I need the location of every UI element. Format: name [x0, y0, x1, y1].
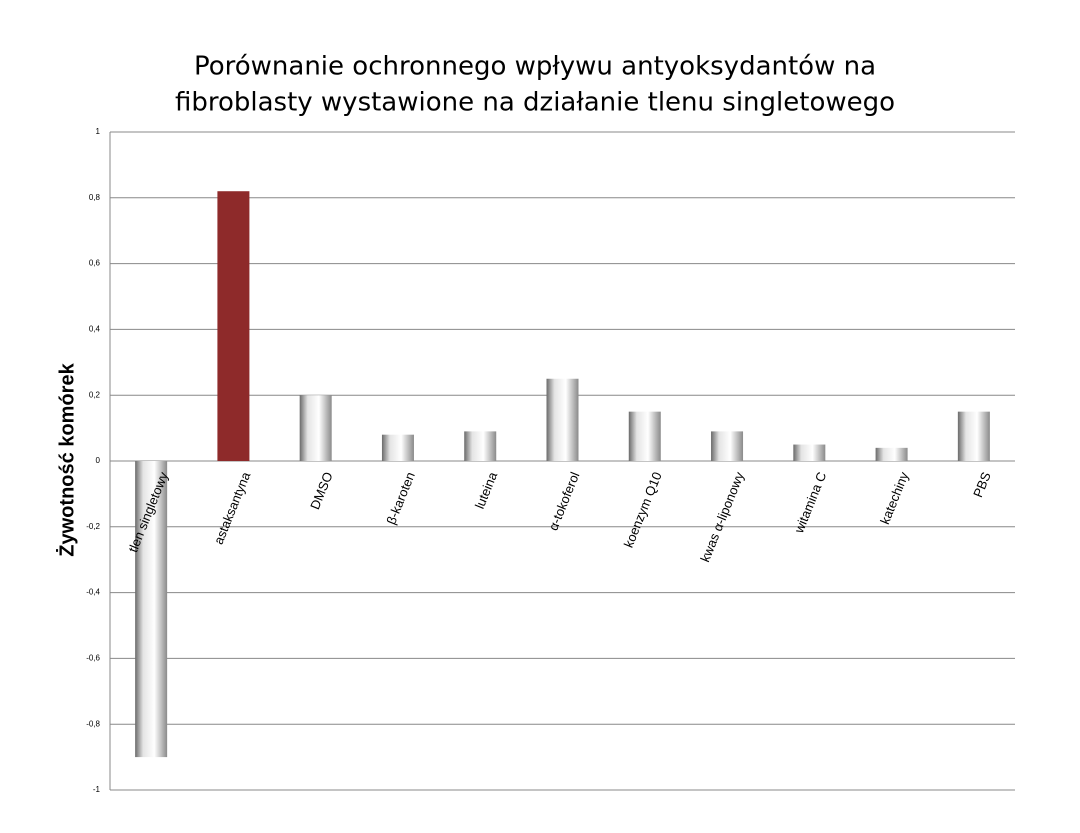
bar — [464, 431, 497, 461]
x-tick-label: α-tokoferol — [545, 470, 582, 533]
chart-title-line: Porównanie ochronnego wpływu antyoksydan… — [194, 52, 876, 82]
x-tick-label: astaksantyna — [211, 469, 254, 546]
x-tick-label: kwas α-liponowy — [697, 469, 747, 564]
bar — [135, 461, 168, 758]
bar — [628, 411, 661, 461]
x-tick-label: PBS — [970, 469, 994, 499]
bar — [381, 434, 414, 461]
y-tick-label: -0,8 — [86, 719, 100, 728]
bar — [875, 447, 908, 461]
y-tick-label: 0,4 — [89, 325, 101, 334]
y-tick-label: -0,4 — [86, 588, 100, 597]
y-axis-label: Żywotność komórek — [55, 362, 78, 556]
y-tick-label: 0,6 — [89, 259, 101, 268]
bar — [711, 431, 744, 461]
y-tick-label: 1 — [96, 127, 101, 136]
y-tick-label: -0,6 — [86, 654, 100, 663]
x-tick-label: β-karoten — [383, 470, 418, 527]
y-tick-label: -0,2 — [86, 522, 100, 531]
x-tick-label: witamina C — [791, 470, 829, 536]
y-tick-label: 0,8 — [89, 193, 101, 202]
x-tick-label: katechiny — [877, 469, 912, 526]
bar — [957, 411, 990, 461]
bar — [299, 395, 332, 461]
x-tick-label: DMSO — [307, 470, 336, 512]
bar — [546, 378, 579, 461]
chart-title-line: fibroblasty wystawione na działanie tlen… — [175, 88, 895, 118]
bar — [217, 191, 250, 461]
bar — [793, 444, 826, 461]
y-tick-label: 0,2 — [89, 390, 101, 399]
x-tick-label: luteina — [472, 469, 501, 511]
x-tick-label: koenzym Q10 — [621, 470, 665, 550]
y-tick-label: -1 — [93, 785, 101, 794]
y-tick-label: 0 — [96, 456, 101, 465]
